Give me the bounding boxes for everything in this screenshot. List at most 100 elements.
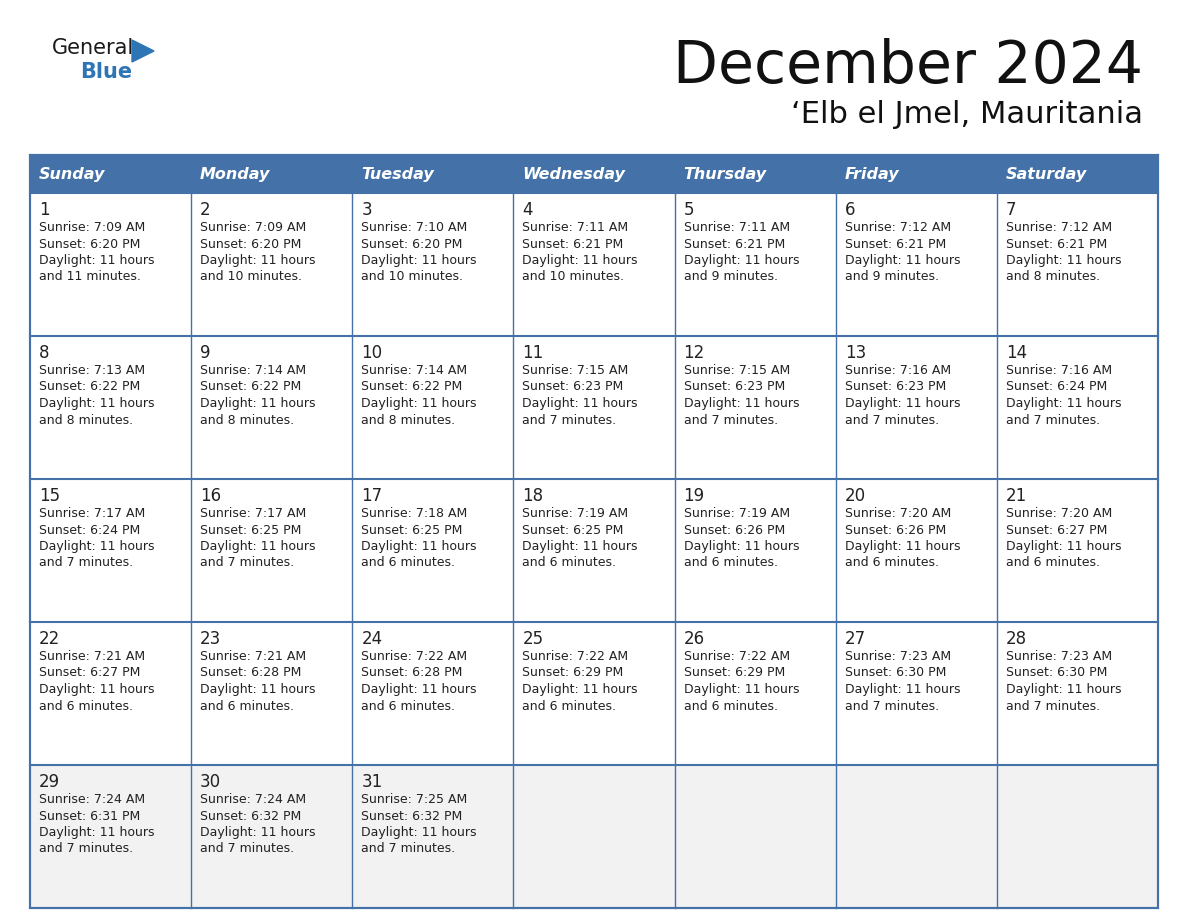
Text: Tuesday: Tuesday [361, 166, 434, 182]
Text: 6: 6 [845, 201, 855, 219]
Text: Daylight: 11 hours: Daylight: 11 hours [1006, 540, 1121, 553]
Text: 7: 7 [1006, 201, 1017, 219]
Text: Sunset: 6:20 PM: Sunset: 6:20 PM [200, 238, 302, 251]
Text: Daylight: 11 hours: Daylight: 11 hours [523, 397, 638, 410]
Text: Sunset: 6:20 PM: Sunset: 6:20 PM [361, 238, 462, 251]
Text: and 9 minutes.: and 9 minutes. [683, 271, 778, 284]
Text: Sunrise: 7:10 AM: Sunrise: 7:10 AM [361, 221, 468, 234]
Text: Daylight: 11 hours: Daylight: 11 hours [200, 683, 316, 696]
Text: Sunset: 6:26 PM: Sunset: 6:26 PM [845, 523, 946, 536]
Text: Sunrise: 7:19 AM: Sunrise: 7:19 AM [523, 507, 628, 520]
Text: Sunrise: 7:12 AM: Sunrise: 7:12 AM [845, 221, 950, 234]
Text: Sunset: 6:25 PM: Sunset: 6:25 PM [361, 523, 462, 536]
Text: Sunrise: 7:22 AM: Sunrise: 7:22 AM [523, 650, 628, 663]
Text: and 10 minutes.: and 10 minutes. [523, 271, 625, 284]
Text: Daylight: 11 hours: Daylight: 11 hours [1006, 683, 1121, 696]
Text: Daylight: 11 hours: Daylight: 11 hours [683, 254, 800, 267]
Text: Daylight: 11 hours: Daylight: 11 hours [683, 683, 800, 696]
Text: 14: 14 [1006, 344, 1026, 362]
Text: 16: 16 [200, 487, 221, 505]
Text: 8: 8 [39, 344, 50, 362]
Text: Daylight: 11 hours: Daylight: 11 hours [200, 254, 316, 267]
Text: 5: 5 [683, 201, 694, 219]
Text: Daylight: 11 hours: Daylight: 11 hours [845, 254, 960, 267]
Text: Sunrise: 7:21 AM: Sunrise: 7:21 AM [39, 650, 145, 663]
Text: Sunset: 6:23 PM: Sunset: 6:23 PM [683, 380, 785, 394]
Text: Daylight: 11 hours: Daylight: 11 hours [1006, 397, 1121, 410]
Text: Sunset: 6:21 PM: Sunset: 6:21 PM [845, 238, 946, 251]
Text: Sunset: 6:31 PM: Sunset: 6:31 PM [39, 810, 140, 823]
Text: Daylight: 11 hours: Daylight: 11 hours [361, 254, 476, 267]
Text: Sunrise: 7:11 AM: Sunrise: 7:11 AM [683, 221, 790, 234]
Bar [30, 193, 1158, 336]
Text: Wednesday: Wednesday [523, 166, 625, 182]
Text: and 6 minutes.: and 6 minutes. [200, 700, 295, 712]
Text: 27: 27 [845, 630, 866, 648]
Text: Sunset: 6:29 PM: Sunset: 6:29 PM [683, 666, 785, 679]
Text: Sunset: 6:27 PM: Sunset: 6:27 PM [39, 666, 140, 679]
Text: and 10 minutes.: and 10 minutes. [200, 271, 302, 284]
Text: General: General [52, 38, 134, 58]
Text: and 6 minutes.: and 6 minutes. [1006, 556, 1100, 569]
Text: Sunrise: 7:24 AM: Sunrise: 7:24 AM [39, 793, 145, 806]
Text: Sunrise: 7:23 AM: Sunrise: 7:23 AM [1006, 650, 1112, 663]
Text: Sunrise: 7:14 AM: Sunrise: 7:14 AM [361, 364, 467, 377]
Text: Thursday: Thursday [683, 166, 766, 182]
Text: Sunset: 6:30 PM: Sunset: 6:30 PM [845, 666, 946, 679]
Text: Daylight: 11 hours: Daylight: 11 hours [845, 683, 960, 696]
Text: and 7 minutes.: and 7 minutes. [1006, 700, 1100, 712]
Text: Sunset: 6:28 PM: Sunset: 6:28 PM [200, 666, 302, 679]
Text: Sunrise: 7:22 AM: Sunrise: 7:22 AM [683, 650, 790, 663]
Bar [30, 479, 1158, 622]
Text: Sunset: 6:24 PM: Sunset: 6:24 PM [1006, 380, 1107, 394]
Text: Sunrise: 7:15 AM: Sunrise: 7:15 AM [683, 364, 790, 377]
Text: 20: 20 [845, 487, 866, 505]
Text: Sunrise: 7:17 AM: Sunrise: 7:17 AM [200, 507, 307, 520]
Text: Daylight: 11 hours: Daylight: 11 hours [683, 540, 800, 553]
Text: Sunday: Sunday [39, 166, 106, 182]
Text: Sunrise: 7:20 AM: Sunrise: 7:20 AM [1006, 507, 1112, 520]
Text: Daylight: 11 hours: Daylight: 11 hours [523, 254, 638, 267]
Text: Sunrise: 7:20 AM: Sunrise: 7:20 AM [845, 507, 950, 520]
Text: Sunset: 6:21 PM: Sunset: 6:21 PM [1006, 238, 1107, 251]
Text: Sunrise: 7:09 AM: Sunrise: 7:09 AM [39, 221, 145, 234]
Text: 29: 29 [39, 773, 61, 791]
Bar [30, 155, 1158, 908]
Text: and 8 minutes.: and 8 minutes. [361, 413, 455, 427]
Text: Sunset: 6:20 PM: Sunset: 6:20 PM [39, 238, 140, 251]
Text: and 7 minutes.: and 7 minutes. [361, 843, 455, 856]
Text: Daylight: 11 hours: Daylight: 11 hours [361, 683, 476, 696]
Text: Daylight: 11 hours: Daylight: 11 hours [39, 826, 154, 839]
Text: Sunrise: 7:24 AM: Sunrise: 7:24 AM [200, 793, 307, 806]
Text: December 2024: December 2024 [672, 38, 1143, 95]
Text: Daylight: 11 hours: Daylight: 11 hours [683, 397, 800, 410]
Text: Sunset: 6:28 PM: Sunset: 6:28 PM [361, 666, 462, 679]
Text: Daylight: 11 hours: Daylight: 11 hours [845, 540, 960, 553]
Text: and 7 minutes.: and 7 minutes. [683, 413, 778, 427]
Bar [30, 155, 1158, 193]
Text: and 8 minutes.: and 8 minutes. [1006, 271, 1100, 284]
Text: Daylight: 11 hours: Daylight: 11 hours [200, 826, 316, 839]
Text: Sunset: 6:21 PM: Sunset: 6:21 PM [523, 238, 624, 251]
Text: and 7 minutes.: and 7 minutes. [200, 556, 295, 569]
Text: Sunset: 6:32 PM: Sunset: 6:32 PM [200, 810, 302, 823]
Text: and 6 minutes.: and 6 minutes. [523, 700, 617, 712]
Text: ‘Elb el Jmel, Mauritania: ‘Elb el Jmel, Mauritania [791, 100, 1143, 129]
Text: and 6 minutes.: and 6 minutes. [845, 556, 939, 569]
Text: 15: 15 [39, 487, 61, 505]
Text: 23: 23 [200, 630, 221, 648]
Text: and 7 minutes.: and 7 minutes. [39, 843, 133, 856]
Text: and 6 minutes.: and 6 minutes. [683, 700, 778, 712]
Text: and 8 minutes.: and 8 minutes. [200, 413, 295, 427]
Text: Sunrise: 7:16 AM: Sunrise: 7:16 AM [1006, 364, 1112, 377]
Text: Sunset: 6:23 PM: Sunset: 6:23 PM [845, 380, 946, 394]
Text: Daylight: 11 hours: Daylight: 11 hours [845, 397, 960, 410]
Text: 18: 18 [523, 487, 544, 505]
Text: Sunset: 6:29 PM: Sunset: 6:29 PM [523, 666, 624, 679]
Text: Sunrise: 7:16 AM: Sunrise: 7:16 AM [845, 364, 950, 377]
Text: and 9 minutes.: and 9 minutes. [845, 271, 939, 284]
Text: and 6 minutes.: and 6 minutes. [361, 700, 455, 712]
Text: Daylight: 11 hours: Daylight: 11 hours [200, 397, 316, 410]
Text: Daylight: 11 hours: Daylight: 11 hours [39, 540, 154, 553]
Text: Sunrise: 7:12 AM: Sunrise: 7:12 AM [1006, 221, 1112, 234]
